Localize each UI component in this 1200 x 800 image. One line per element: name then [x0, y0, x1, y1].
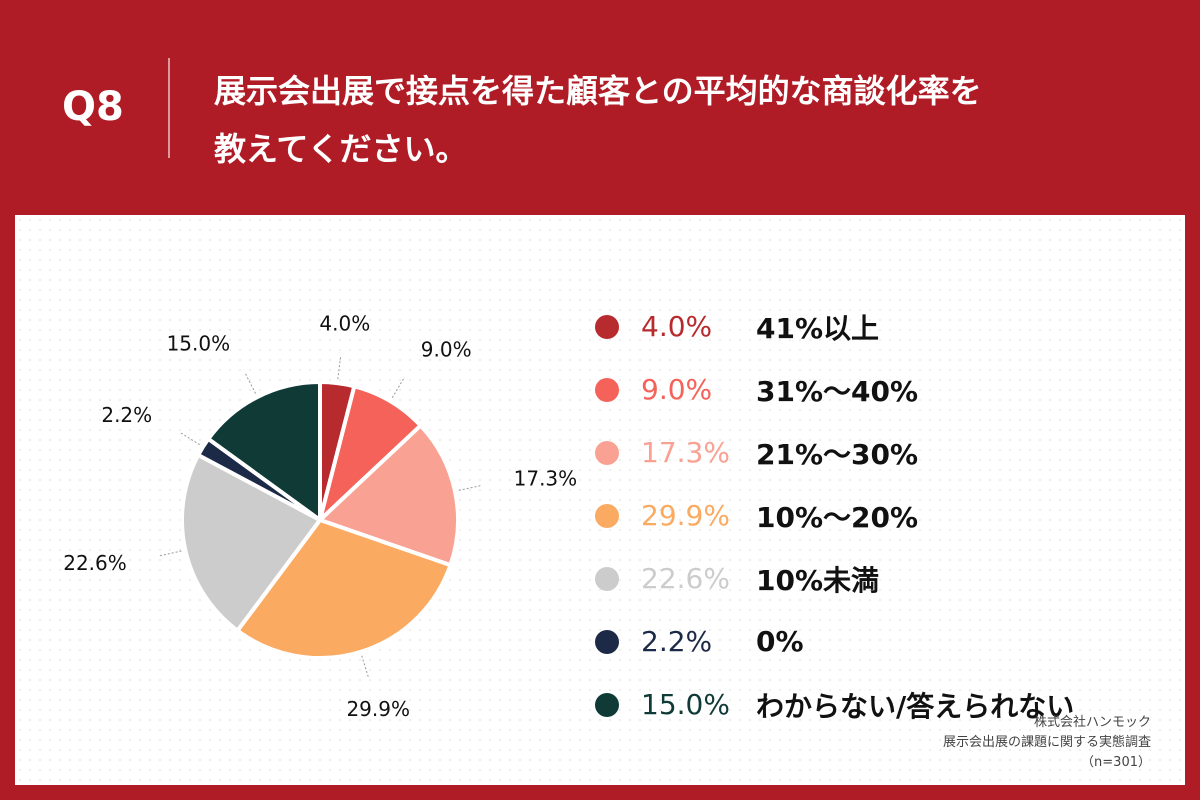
legend-percent: 22.6% [641, 562, 730, 595]
pie-slice-6 [206, 380, 322, 522]
question-line-1: 展示会出展で接点を得た顧客との平均的な商談化率を [214, 72, 982, 110]
leader-line-2 [458, 485, 481, 491]
source-survey: 展示会出展の課題に関する実態調査 [942, 735, 1151, 750]
pie-label-2: 17.3% [514, 467, 578, 491]
leader-line-5 [180, 432, 200, 446]
pie-label-3: 29.9% [346, 697, 410, 721]
legend-item-5: 2.2% 0% [595, 610, 1074, 673]
legend-dot [595, 314, 619, 339]
legend-percent: 4.0% [641, 310, 713, 343]
pie-label-0: 4.0% [319, 312, 370, 336]
legend-item-1: 9.0% 31%〜40% [595, 358, 1074, 421]
legend: 4.0% 41%以上 9.0% 31%〜40% 17.3% 21%〜30% 29.9% 10%… [595, 295, 1074, 736]
pie-label-1: 9.0% [421, 338, 472, 362]
legend-category: 21%〜30% [756, 437, 919, 471]
leader-line-6 [245, 373, 256, 394]
header: Q8 展示会出展で接点を得た顧客との平均的な商談化率を 教えてください。 [0, 0, 1200, 215]
question-number: Q8 [62, 84, 124, 130]
legend-category: 0% [756, 625, 804, 658]
pie-slice-4 [180, 453, 322, 633]
chart-panel: 4.0% 9.0% 17.3% 29.9% 22.6% 2.2% 15.0% 4.0% 41%… [15, 215, 1185, 785]
legend-category: わからない/答えられない [756, 689, 1075, 723]
legend-percent: 2.2% [641, 625, 713, 658]
header-divider [168, 58, 170, 158]
legend-item-0: 4.0% 41%以上 [595, 295, 1074, 358]
leader-line-3 [361, 655, 369, 677]
legend-percent: 29.9% [641, 499, 730, 532]
legend-dot [595, 566, 619, 591]
source-company: 株式会社ハンモック [1033, 715, 1151, 730]
legend-percent: 15.0% [641, 688, 730, 721]
legend-percent: 9.0% [641, 373, 713, 406]
question-line-2: 教えてください。 [214, 130, 468, 168]
question-text: 展示会出展で接点を得た顧客との平均的な商談化率を 教えてください。 [214, 62, 1114, 178]
legend-category: 10%〜20% [756, 500, 919, 534]
legend-category: 31%〜40% [756, 374, 919, 408]
legend-item-3: 29.9% 10%〜20% [595, 484, 1074, 547]
legend-dot [595, 629, 619, 654]
leader-line-4 [159, 550, 182, 557]
legend-category: 41%以上 [756, 311, 880, 345]
legend-dot [595, 377, 619, 402]
legend-item-2: 17.3% 21%〜30% [595, 421, 1074, 484]
legend-category: 10%未満 [756, 563, 880, 597]
source-sample-size: （n=301） [1081, 755, 1151, 770]
pie-slice-3 [235, 518, 453, 660]
legend-percent: 17.3% [641, 436, 730, 469]
legend-item-6: 15.0% わからない/答えられない [595, 673, 1074, 736]
legend-dot [595, 692, 619, 717]
pie-chart: 4.0% 9.0% 17.3% 29.9% 22.6% 2.2% 15.0% [63, 312, 578, 722]
pie-label-5: 2.2% [101, 403, 152, 427]
leader-line-0 [337, 357, 342, 380]
source-note: 株式会社ハンモック 展示会出展の課題に関する実態調査 （n=301） [943, 713, 1151, 773]
pie-label-6: 15.0% [167, 332, 231, 356]
leader-line-1 [391, 378, 404, 399]
legend-item-4: 22.6% 10%未満 [595, 547, 1074, 610]
legend-dot [595, 503, 619, 528]
pie-label-4: 22.6% [63, 551, 127, 575]
legend-dot [595, 440, 619, 465]
